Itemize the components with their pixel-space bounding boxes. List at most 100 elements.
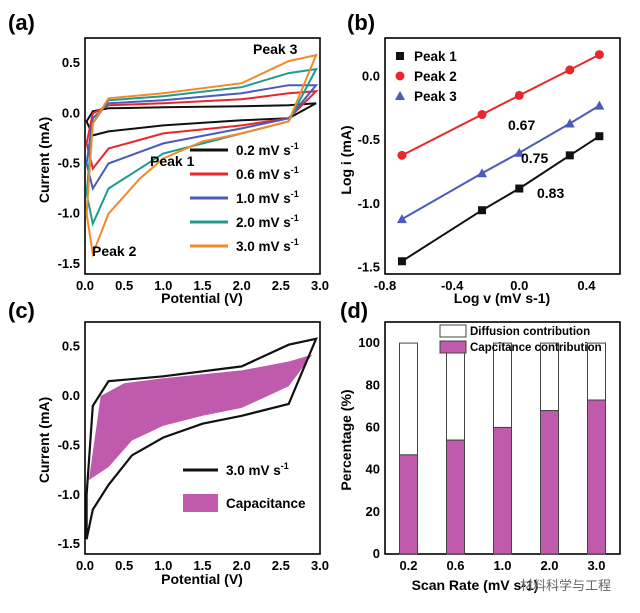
x-tick-label-a: 0.0 (76, 278, 94, 293)
legend-text-a: 2.0 mV s (236, 215, 291, 230)
legend-label-b-0: Peak 1 (414, 49, 457, 64)
data-point-square (478, 206, 487, 215)
y-axis-label-a: Current (mA) (36, 117, 52, 203)
y-tick-label-d: 80 (366, 377, 380, 392)
panel-c: 0.0 0.5 1.0 1.5 2.0 2.5 3.00.50.0-0.5-1.0-1.5 … (36, 321, 329, 587)
data-point-square (595, 132, 604, 141)
x-tick-label-c: 2.5 (272, 558, 290, 573)
panel-b: -0.8 -0.4 0.0 0.4 0.0 -0.5 -1.0 -1.5 Log v (mV … (338, 37, 621, 306)
y-tick-label-c: 0.0 (62, 388, 80, 403)
y-tick-label-a: 0.5 (62, 55, 80, 70)
legend-text-a: 0.2 mV s (236, 143, 291, 158)
legend-sup-a: -1 (291, 237, 299, 247)
panel-label-b: (b) (347, 10, 375, 35)
panel-a: 0.0 0.5 1.0 1.5 2.0 2.5 3.00.50.0-0.5-1.0-1.5 … (36, 37, 329, 306)
y-tick-label-d: 20 (366, 504, 380, 519)
plot-frame-a (84, 37, 321, 275)
cv-curve-a-3 (85, 67, 318, 228)
cv-curve-a-1 (85, 90, 319, 171)
legend-sup-a: -1 (291, 165, 299, 175)
plot-frame-c (84, 321, 321, 555)
data-point-square (397, 257, 406, 266)
plot-frame-b (384, 37, 621, 275)
x-tick-label-a: 2.5 (272, 278, 290, 293)
bar-diffusion (493, 342, 512, 428)
bar-capacitance (446, 439, 465, 555)
bar-diffusion (446, 342, 465, 441)
legend-marker-circle (395, 71, 405, 81)
x-tick-label-c: 1.0 (154, 558, 172, 573)
x-axis-label-d: Scan Rate (mV s-1) (412, 577, 539, 593)
data-point-square (515, 184, 524, 193)
legend-label-a-4: 3.0 mV s-1 (236, 237, 299, 254)
data-point-circle (514, 90, 524, 100)
x-tick-label-d: 2.0 (540, 558, 558, 573)
x-tick-label-d: 0.6 (446, 558, 464, 573)
legend-label-a-2: 1.0 mV s-1 (236, 189, 299, 206)
annotation-peak1: Peak 1 (150, 153, 195, 169)
x-tick-label-b: 0.4 (577, 278, 596, 293)
y-tick-label-c: -1.0 (58, 487, 80, 502)
legend-label-a-0: 0.2 mV s-1 (236, 141, 299, 158)
x-tick-label-c: 1.5 (193, 558, 211, 573)
legend-text-c: 3.0 mV s (226, 463, 281, 478)
panel-label-c: (c) (8, 298, 35, 323)
x-tick-label-a: 1.0 (154, 278, 172, 293)
y-axis-label-d: Percentage (%) (338, 389, 354, 490)
legend-swatch-capacitance (183, 494, 218, 512)
legend-label-a-1: 0.6 mV s-1 (236, 165, 299, 182)
legend-label-b-1: Peak 2 (414, 69, 457, 84)
legend-label-c-0: 3.0 mV s-1 (226, 461, 289, 478)
data-point-triangle (477, 168, 488, 178)
x-tick-label-d: 1.0 (493, 558, 511, 573)
y-tick-label-a: -1.5 (58, 256, 80, 271)
annotation-peak2: Peak 2 (92, 243, 137, 259)
legend-label-d-diffusion: Diffusion contribution (470, 326, 590, 338)
slope-label-peak3: 0.75 (521, 150, 548, 166)
bar-capacitance (493, 426, 512, 555)
x-tick-label-a: 3.0 (311, 278, 329, 293)
panel-d: 0.2 0.6 1.0 2.0 3.0 0 20 40 60 80 100 Scan Rate (m… (338, 321, 621, 593)
y-tick-label-d: 0 (373, 546, 380, 561)
legend-sup-a: -1 (291, 213, 299, 223)
x-axis-label-a: Potential (V) (161, 290, 243, 306)
legend-swatch-diffusion (439, 324, 467, 338)
data-point-triangle (514, 147, 525, 157)
cv-curve-a-2 (85, 84, 319, 192)
y-tick-label-b: 0.0 (362, 68, 380, 83)
panel-label-d: (d) (340, 298, 368, 323)
y-tick-label-c: -1.5 (58, 536, 80, 551)
data-point-square (565, 151, 574, 160)
y-axis-label-c: Current (mA) (36, 397, 52, 483)
data-point-triangle (396, 214, 407, 224)
watermark: 材料科学与工程 (520, 578, 611, 593)
x-tick-label-a: 1.5 (193, 278, 211, 293)
y-axis-label-b: Log i (mA) (338, 125, 354, 194)
x-tick-label-c: 2.0 (233, 558, 251, 573)
slope-label-peak2: 0.67 (508, 117, 535, 133)
x-tick-label-d: 0.2 (399, 558, 417, 573)
bar-capacitance (540, 410, 559, 555)
y-tick-label-a: -0.5 (58, 156, 80, 171)
x-axis-label-b: Log v (mV s-1) (454, 290, 550, 306)
x-tick-label-c: 0.5 (115, 558, 133, 573)
legend-sup-a: -1 (291, 189, 299, 199)
legend-label-b-2: Peak 3 (414, 89, 457, 104)
y-tick-label-c: -0.5 (58, 437, 80, 452)
y-tick-label-d: 40 (366, 462, 380, 477)
legend-marker-square (396, 52, 404, 60)
legend-sup-a: -1 (291, 141, 299, 151)
slope-label-peak1: 0.83 (537, 185, 564, 201)
x-tick-label-a: 0.5 (115, 278, 133, 293)
x-tick-label-a: 2.0 (233, 278, 251, 293)
legend-sup-c: -1 (281, 461, 289, 471)
legend-text-a: 3.0 mV s (236, 239, 291, 254)
capacitance-area (88, 354, 313, 480)
legend-text-a: 0.6 mV s (236, 167, 291, 182)
legend-label-a-3: 2.0 mV s-1 (236, 213, 299, 230)
x-tick-label-b: 0.0 (510, 278, 528, 293)
data-point-circle (397, 150, 407, 160)
cv-curve-c (85, 337, 318, 540)
legend-label-c-1: Capacitance (226, 496, 306, 511)
